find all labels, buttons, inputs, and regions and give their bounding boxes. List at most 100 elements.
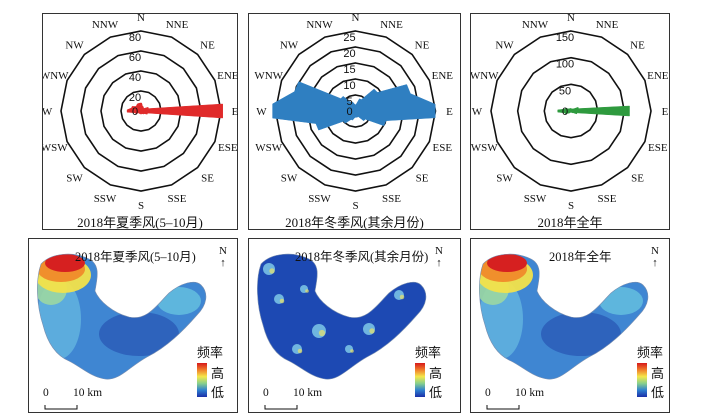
rose-ring xyxy=(60,30,222,192)
legend-high-label: 高 xyxy=(211,366,225,381)
lake-frequency-map-annual xyxy=(479,253,649,410)
direction-label-nw: NW xyxy=(280,40,299,52)
lake-outline xyxy=(257,253,427,380)
rose-ring xyxy=(290,46,421,176)
direction-label-ssw: SSW xyxy=(308,193,331,205)
direction-label-wnw: WNW xyxy=(471,70,499,82)
direction-label-nnw: NNW xyxy=(306,19,333,31)
frequency-map-panel-summer: 2018年夏季风(5–10月) N ↑ 频率 高 低 0 10 km xyxy=(28,238,238,413)
direction-label-sse: SSE xyxy=(598,193,617,205)
wind-rose-caption-winter: 2018年冬季风(其余月份) xyxy=(285,215,424,230)
direction-label-sw: SW xyxy=(496,173,513,185)
frequency-map-panel-annual: 2018年全年 N ↑ 频率 高 低 0 10 km xyxy=(470,238,670,413)
legend-high-label: 高 xyxy=(429,366,443,381)
wind-rose-caption-annual: 2018年全年 xyxy=(537,215,603,230)
lake-outline xyxy=(37,253,207,380)
radial-tick-label: 15 xyxy=(343,64,355,76)
direction-label-ene: ENE xyxy=(217,70,239,82)
direction-label-wnw: WNW xyxy=(43,70,69,82)
wind-rose-panel-summer: 0 20 40 60 80 N NNE NE ENE E ESE SE SSE S SSW SW WSW W WNW… xyxy=(42,13,239,230)
legend-title: 频率 xyxy=(197,345,224,360)
direction-label-e: E xyxy=(232,106,239,118)
direction-label-ene: ENE xyxy=(432,70,454,82)
lake-frequency-map-winter xyxy=(257,253,427,410)
direction-label-ese: ESE xyxy=(218,142,238,154)
direction-label-ne: NE xyxy=(200,40,215,52)
direction-label-n: N xyxy=(137,14,145,24)
direction-label-wsw: WSW xyxy=(255,142,283,154)
direction-label-nnw: NNW xyxy=(92,19,119,31)
radial-tick-label: 5 xyxy=(346,96,352,108)
scale-bar-line xyxy=(486,405,520,410)
wind-rose-chart-summer: 0 20 40 60 80 N NNE NE ENE E ESE SE SSE S SSW SW WSW W WNW… xyxy=(43,14,239,212)
rose-petals xyxy=(126,102,223,119)
scale-end-label: 10 km xyxy=(293,387,323,399)
rose-ring xyxy=(516,56,626,166)
direction-label-wsw: WSW xyxy=(471,142,498,154)
scale-end-label: 10 km xyxy=(73,387,103,399)
direction-label-se: SE xyxy=(201,173,214,185)
direction-label-ssw: SSW xyxy=(524,193,547,205)
radial-tick-label: 25 xyxy=(343,32,355,44)
map-title-annual: 2018年全年 xyxy=(549,250,612,264)
direction-label-nne: NNE xyxy=(166,19,189,31)
legend-title: 频率 xyxy=(637,345,664,360)
north-label: N xyxy=(435,245,443,257)
direction-label-w: W xyxy=(256,106,267,118)
lake-outline xyxy=(479,253,649,380)
direction-label-ese: ESE xyxy=(433,142,453,154)
direction-label-ese: ESE xyxy=(648,142,668,154)
radial-tick-label: 20 xyxy=(343,48,355,60)
direction-label-nne: NNE xyxy=(596,19,619,31)
radial-tick-label: 20 xyxy=(129,92,141,104)
scale-bar-winter: 0 10 km xyxy=(263,387,322,399)
legend-color-ramp xyxy=(415,363,425,397)
scale-bar-annual: 0 10 km xyxy=(485,387,544,399)
rose-petals xyxy=(557,105,630,117)
north-label: N xyxy=(219,245,227,257)
direction-label-nnw: NNW xyxy=(522,19,549,31)
scale-start-label: 0 xyxy=(485,387,491,399)
scale-start-label: 0 xyxy=(43,387,49,399)
rose-ring xyxy=(543,83,599,139)
radial-tick-label: 50 xyxy=(559,85,571,97)
scale-end-label: 10 km xyxy=(515,387,545,399)
direction-label-s: S xyxy=(352,200,358,212)
direction-label-ne: NE xyxy=(415,40,430,52)
north-arrow-icon: ↑ xyxy=(220,257,226,269)
scale-bar-line xyxy=(44,405,78,410)
legend-high-label: 高 xyxy=(651,366,665,381)
rose-ring xyxy=(274,30,437,192)
wind-rose-panel-annual: 0 50 100 150 N NNE NE ENE E ESE SE SSE S SSW SW WSW W WNW… xyxy=(470,13,670,230)
rose-petals xyxy=(272,81,436,131)
radial-tick-label: 10 xyxy=(343,80,355,92)
radial-tick-label: 40 xyxy=(129,72,141,84)
radial-tick-label: 0 xyxy=(346,106,352,118)
direction-label-sw: SW xyxy=(66,173,83,185)
wind-rose-panel-winter: 0 5 10 15 20 25 N NNE NE ENE E ESE SE SSE S SSW SW WSW W WN… xyxy=(248,13,461,230)
legend-low-label: 低 xyxy=(211,385,225,400)
direction-label-ne: NE xyxy=(630,40,645,52)
direction-label-wsw: WSW xyxy=(43,142,68,154)
radial-tick-label: 0 xyxy=(132,106,138,118)
direction-label-ssw: SSW xyxy=(94,193,117,205)
frequency-map-panel-winter: 2018年冬季风(其余月份) N ↑ 频率 高 低 0 10 km xyxy=(248,238,461,413)
scale-start-label: 0 xyxy=(263,387,269,399)
direction-label-w: W xyxy=(43,106,53,118)
map-title-summer: 2018年夏季风(5–10月) xyxy=(75,250,196,264)
direction-label-ene: ENE xyxy=(647,70,669,82)
legend-summer: 频率 高 低 xyxy=(197,342,225,400)
direction-label-nw: NW xyxy=(495,40,514,52)
legend-low-label: 低 xyxy=(651,385,665,400)
legend-winter: 频率 高 低 xyxy=(415,342,443,400)
direction-label-w: W xyxy=(472,106,483,118)
direction-label-nw: NW xyxy=(65,40,84,52)
legend-title: 频率 xyxy=(415,345,442,360)
legend-low-label: 低 xyxy=(429,385,443,400)
wind-rose-caption-summer: 2018年夏季风(5–10月) xyxy=(77,215,203,230)
radial-tick-label: 100 xyxy=(556,59,574,71)
rose-ring xyxy=(80,50,202,172)
direction-label-sw: SW xyxy=(281,173,298,185)
north-arrow-icon: ↑ xyxy=(652,257,658,269)
direction-label-e: E xyxy=(662,106,669,118)
